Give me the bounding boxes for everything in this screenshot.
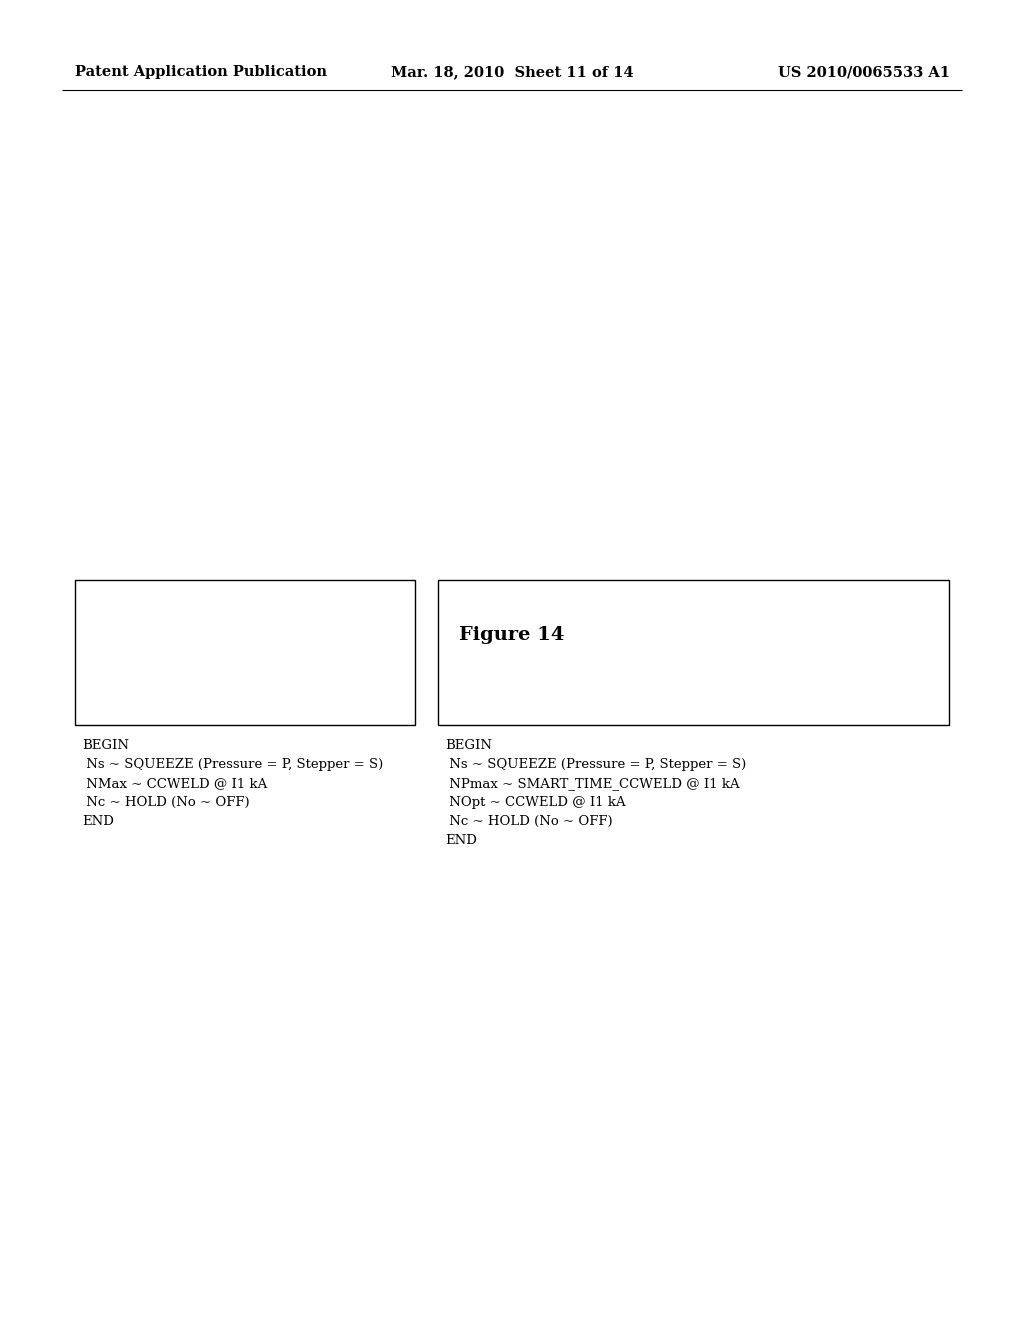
Text: Nc ~ HOLD (No ~ OFF): Nc ~ HOLD (No ~ OFF) [82,796,250,809]
Text: US 2010/0065533 A1: US 2010/0065533 A1 [778,65,950,79]
Text: Ns ~ SQUEEZE (Pressure = P, Stepper = S): Ns ~ SQUEEZE (Pressure = P, Stepper = S) [82,758,383,771]
Text: Patent Application Publication: Patent Application Publication [75,65,327,79]
Bar [75,579,415,725]
Text: Nc ~ HOLD (No ~ OFF): Nc ~ HOLD (No ~ OFF) [445,814,612,828]
Bar [438,579,949,725]
Text: Mar. 18, 2010  Sheet 11 of 14: Mar. 18, 2010 Sheet 11 of 14 [391,65,633,79]
Text: END: END [82,814,114,828]
Text: NOpt ~ CCWELD @ I1 kA: NOpt ~ CCWELD @ I1 kA [445,796,626,809]
Text: NMax ~ CCWELD @ I1 kA: NMax ~ CCWELD @ I1 kA [82,777,267,789]
Text: Figure 14: Figure 14 [460,626,564,644]
Text: BEGIN: BEGIN [445,739,492,752]
Text: END: END [445,834,477,847]
Text: BEGIN: BEGIN [82,739,129,752]
Text: Ns ~ SQUEEZE (Pressure = P, Stepper = S): Ns ~ SQUEEZE (Pressure = P, Stepper = S) [445,758,746,771]
Text: NPmax ~ SMART_TIME_CCWELD @ I1 kA: NPmax ~ SMART_TIME_CCWELD @ I1 kA [445,777,739,789]
